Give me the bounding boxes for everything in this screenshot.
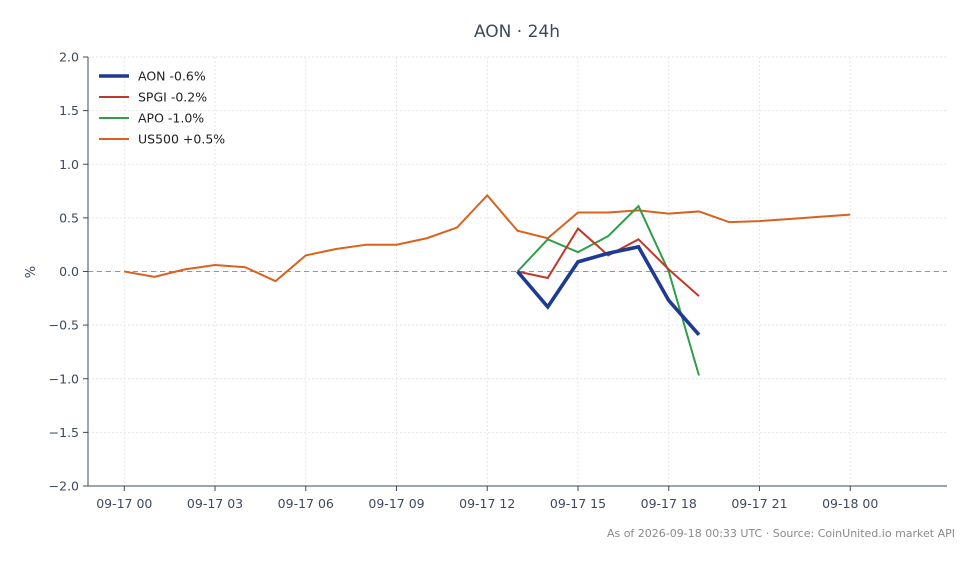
series-line-1	[516, 244, 701, 336]
series-line-2	[517, 227, 700, 297]
x-tick-label: 09-17 06	[278, 496, 334, 511]
series-line-4	[124, 193, 851, 283]
x-tick-label: 09-17 15	[550, 496, 606, 511]
grid	[88, 56, 947, 487]
x-tick-label: 09-17 09	[368, 496, 424, 511]
x-tick-label: 09-17 18	[641, 496, 697, 511]
y-axis-label: %	[24, 266, 39, 278]
source-footer: As of 2026-09-18 00:33 UTC · Source: Coi…	[607, 527, 955, 540]
x-tick-label: 09-17 00	[96, 496, 152, 511]
series-line-3	[516, 204, 700, 376]
legend-label: US500 +0.5%	[138, 132, 225, 147]
y-tick-label: −0.5	[49, 318, 79, 333]
y-tick-label: 1.5	[59, 103, 79, 118]
series-lines	[124, 193, 851, 376]
legend: AON -0.6% SPGI -0.2% APO -1.0% US500 +0.5%	[99, 69, 225, 147]
y-tick-label: −2.0	[49, 479, 79, 494]
y-tick-label: −1.5	[49, 425, 79, 440]
y-tick-label: 1.0	[59, 157, 79, 172]
legend-label: AON -0.6%	[138, 69, 206, 84]
legend-label: APO -1.0%	[138, 111, 204, 126]
legend-label: SPGI -0.2%	[138, 90, 207, 105]
y-tick-label: 2.0	[59, 50, 79, 65]
y-tick-label: 0.5	[59, 210, 79, 225]
y-tick-label: −1.0	[49, 371, 79, 386]
x-tick-label: 09-17 03	[187, 496, 243, 511]
x-tick-label: 09-17 12	[459, 496, 515, 511]
x-tick-label: 09-18 00	[822, 496, 878, 511]
axes: 2.0 1.5 1.0 0.5 0.0 −0.5 −1.0 −1.5 −2.0 09-17 00 0…	[49, 50, 947, 511]
x-tick-label: 09-17 21	[731, 496, 787, 511]
chart-title: AON · 24h	[474, 22, 560, 42]
y-tick-label: 0.0	[59, 264, 79, 279]
